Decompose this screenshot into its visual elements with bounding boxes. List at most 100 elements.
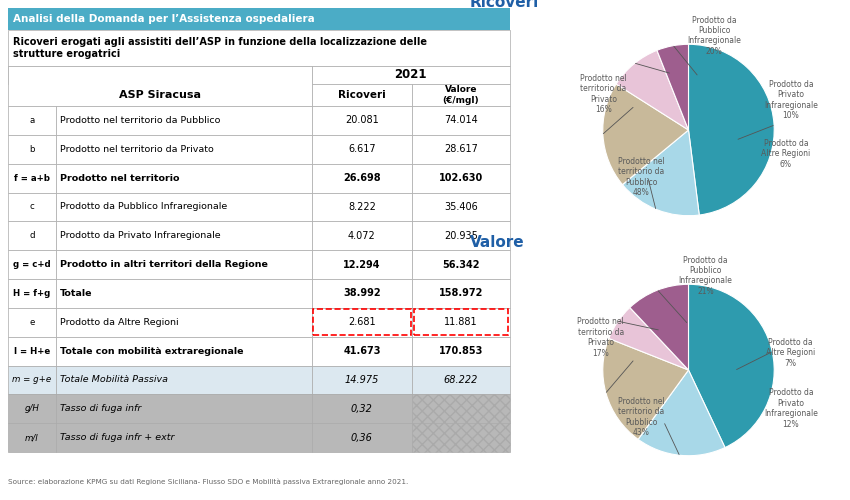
Bar — [8, 423, 56, 452]
Wedge shape — [688, 284, 774, 448]
Text: Prodotto nel
territorio da
Privato
17%: Prodotto nel territorio da Privato 17% — [577, 318, 624, 358]
Bar — [312, 308, 412, 336]
Text: 74.014: 74.014 — [445, 116, 478, 126]
Bar — [412, 164, 510, 192]
Text: l = H+e: l = H+e — [14, 346, 50, 356]
Text: Prodotto nel
territorio da
Privato
16%: Prodotto nel territorio da Privato 16% — [580, 74, 626, 114]
Bar — [8, 30, 510, 66]
Bar — [312, 366, 412, 394]
Wedge shape — [638, 370, 725, 456]
Bar — [8, 394, 56, 423]
Text: 6.617: 6.617 — [348, 144, 376, 154]
Bar — [56, 250, 312, 279]
Bar — [312, 164, 412, 192]
Bar — [8, 164, 56, 192]
Bar — [412, 84, 510, 106]
Text: c: c — [30, 202, 34, 211]
Bar — [8, 66, 312, 106]
Text: Valore
(€/mgl): Valore (€/mgl) — [443, 86, 479, 104]
Bar — [312, 84, 412, 106]
Bar — [312, 336, 412, 366]
Bar — [56, 279, 312, 308]
Bar — [412, 222, 510, 250]
Bar — [8, 106, 56, 135]
Bar — [8, 366, 56, 394]
Text: m/l: m/l — [25, 433, 38, 442]
Text: Ricoveri: Ricoveri — [470, 0, 539, 10]
Text: Source: elaborazione KPMG su dati Regione Siciliana- Flusso SDO e Mobilità passi: Source: elaborazione KPMG su dati Region… — [8, 479, 408, 485]
Text: Prodotto da
Pubblico
Infraregionale
20%: Prodotto da Pubblico Infraregionale 20% — [688, 16, 741, 56]
Bar — [312, 66, 510, 84]
Text: 14.975: 14.975 — [345, 375, 379, 385]
Bar — [56, 164, 312, 192]
Text: Totale: Totale — [60, 289, 92, 298]
Bar — [8, 222, 56, 250]
Text: 38.992: 38.992 — [343, 288, 381, 298]
Text: Prodotto nel
territorio da
Pubblico
48%: Prodotto nel territorio da Pubblico 48% — [618, 157, 665, 197]
Text: Ricoveri erogati agli assistiti dell’ASP in funzione della localizzazione delle
: Ricoveri erogati agli assistiti dell’ASP… — [13, 37, 427, 59]
Bar — [412, 106, 510, 135]
Text: a: a — [29, 116, 35, 125]
Text: Prodotto nel territorio da Pubblico: Prodotto nel territorio da Pubblico — [60, 116, 220, 125]
Wedge shape — [603, 84, 688, 184]
Text: H = f+g: H = f+g — [14, 289, 50, 298]
Text: Prodotto nel territorio: Prodotto nel territorio — [60, 174, 179, 182]
Text: Tasso di fuga infr + extr: Tasso di fuga infr + extr — [60, 433, 174, 442]
Bar — [56, 366, 312, 394]
Bar — [312, 192, 412, 222]
Text: 20.935: 20.935 — [444, 231, 478, 241]
Text: Analisi della Domanda per l’Assistenza ospedaliera: Analisi della Domanda per l’Assistenza o… — [13, 14, 314, 24]
Bar — [313, 310, 411, 335]
Bar — [412, 366, 510, 394]
Bar — [412, 135, 510, 164]
Text: Prodotto da
Privato
Infraregionale
10%: Prodotto da Privato Infraregionale 10% — [764, 80, 818, 120]
Wedge shape — [616, 50, 689, 130]
Text: 102.630: 102.630 — [439, 173, 483, 183]
Wedge shape — [622, 130, 700, 216]
Bar — [312, 135, 412, 164]
Bar — [414, 310, 508, 335]
Bar — [8, 8, 510, 30]
Bar — [412, 394, 510, 423]
Text: f = a+b: f = a+b — [14, 174, 50, 182]
Bar — [412, 336, 510, 366]
Text: Prodotto da
Altre Regioni
6%: Prodotto da Altre Regioni 6% — [762, 139, 811, 169]
Text: 4.072: 4.072 — [348, 231, 376, 241]
Text: 41.673: 41.673 — [343, 346, 381, 356]
Text: Prodotto da Privato Infraregionale: Prodotto da Privato Infraregionale — [60, 231, 220, 240]
Bar — [412, 279, 510, 308]
Text: 20.081: 20.081 — [345, 116, 379, 126]
Bar — [56, 423, 312, 452]
Text: Prodotto nel territorio da Privato: Prodotto nel territorio da Privato — [60, 145, 213, 154]
Text: 170.853: 170.853 — [439, 346, 484, 356]
Text: Prodotto da Altre Regioni: Prodotto da Altre Regioni — [60, 318, 178, 327]
Bar — [312, 394, 412, 423]
Text: Prodotto nel
territorio da
Pubblico
43%: Prodotto nel territorio da Pubblico 43% — [618, 397, 665, 437]
Bar — [56, 308, 312, 336]
Text: g/H: g/H — [25, 404, 39, 413]
Text: Prodotto da Pubblico Infraregionale: Prodotto da Pubblico Infraregionale — [60, 202, 227, 211]
Text: 68.222: 68.222 — [444, 375, 479, 385]
Bar — [8, 336, 56, 366]
Bar — [8, 308, 56, 336]
Bar — [8, 250, 56, 279]
Bar — [8, 279, 56, 308]
Text: Valore: Valore — [470, 235, 524, 250]
Bar — [312, 279, 412, 308]
Text: Prodotto da
Privato
Infraregionale
12%: Prodotto da Privato Infraregionale 12% — [764, 388, 818, 428]
Text: 2.681: 2.681 — [348, 318, 376, 327]
Text: 12.294: 12.294 — [343, 260, 381, 270]
Bar — [412, 192, 510, 222]
Bar — [8, 192, 56, 222]
Bar — [412, 308, 510, 336]
Text: d: d — [29, 231, 35, 240]
Text: 56.342: 56.342 — [442, 260, 479, 270]
Text: Prodotto da
Altre Regioni
7%: Prodotto da Altre Regioni 7% — [766, 338, 815, 368]
Bar — [312, 423, 412, 452]
Bar — [8, 135, 56, 164]
Bar — [56, 106, 312, 135]
Bar — [412, 250, 510, 279]
Text: 28.617: 28.617 — [444, 144, 478, 154]
Bar — [412, 423, 510, 452]
Text: b: b — [29, 145, 35, 154]
